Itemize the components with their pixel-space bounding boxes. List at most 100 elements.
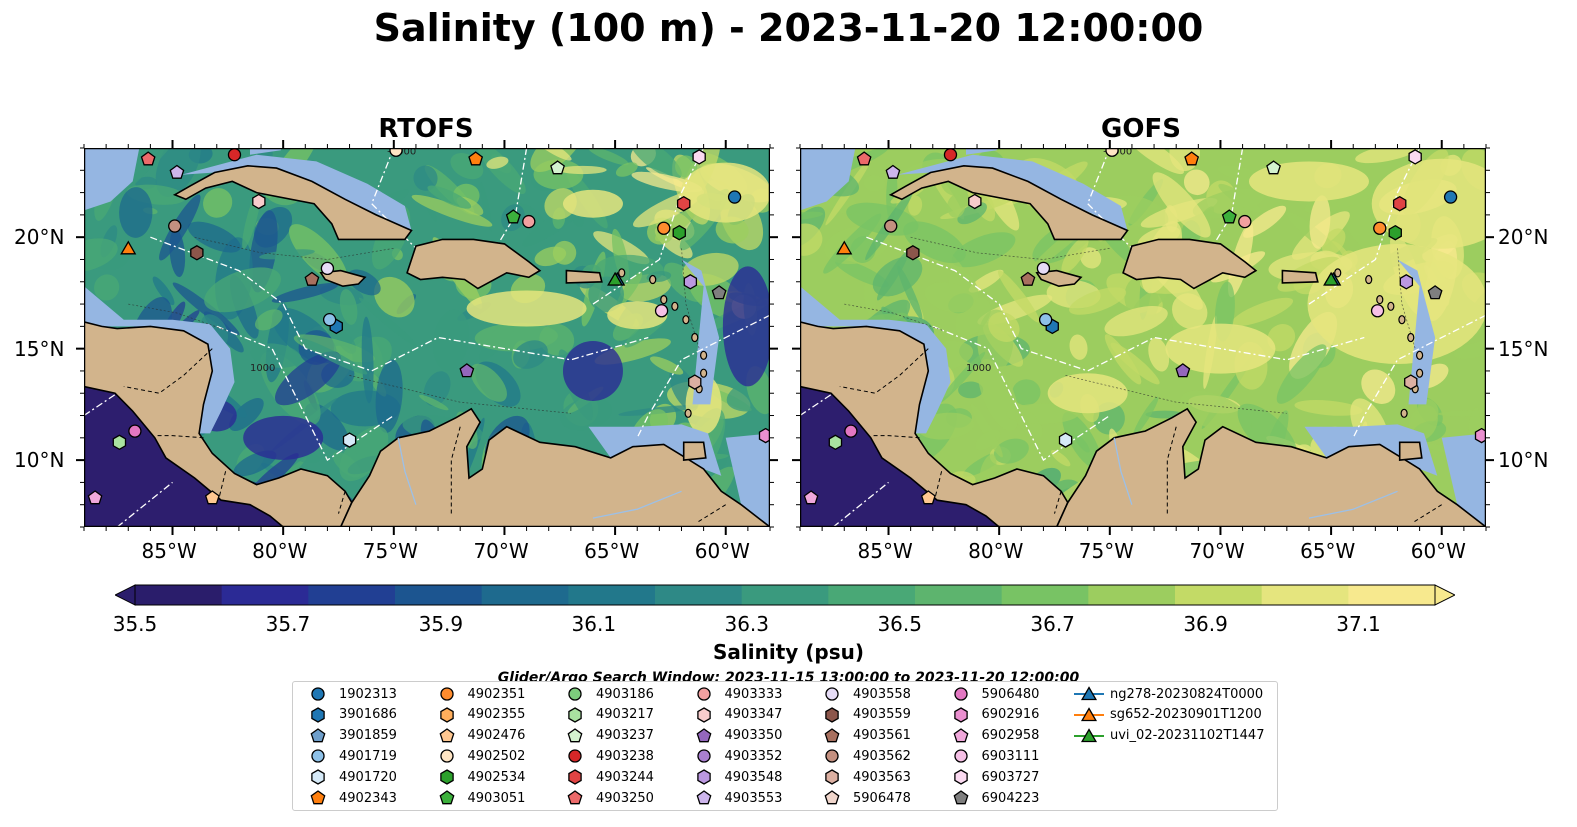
float-marker-4903217: [828, 434, 843, 451]
legend-label: 4903244: [596, 769, 654, 785]
legend-symbol: [311, 749, 325, 764]
lon-tick-label: 75°W: [1078, 539, 1135, 563]
eez-boundary: [1352, 314, 1486, 439]
salinity-patch: [423, 371, 451, 407]
float-marker-4901720: [1058, 432, 1073, 448]
float-marker-4902343: [468, 151, 484, 166]
legend-marker-pentagon-icon: [310, 790, 326, 805]
gofs-map: 1000-1000: [800, 148, 1486, 527]
legend-label: 4903238: [596, 748, 654, 764]
legend-symbol: [696, 749, 711, 764]
salinity-patch: [800, 223, 823, 256]
land-south-america: [1055, 407, 1486, 527]
colorbar-tick-label: 35.5: [112, 612, 158, 636]
colorbar-segment: [308, 585, 396, 605]
legend-label: 4902351: [467, 686, 526, 702]
legend-label: 5906480: [981, 686, 1040, 702]
salinity-patch: [1012, 379, 1041, 406]
legend-symbol: [953, 749, 968, 764]
salinity-patch: [1104, 306, 1168, 337]
legend-item: 4903217: [560, 705, 654, 725]
legend-symbol: [439, 707, 454, 723]
legend-label: 4903186: [596, 686, 654, 702]
legend-item: 6903111: [946, 746, 1039, 766]
legend-marker-hexagon-icon: [953, 707, 968, 723]
legend-label: 4903217: [596, 707, 654, 723]
salinity-patch: [339, 426, 389, 482]
float-marker-6902958: [87, 490, 103, 505]
salinity-patch: [172, 282, 240, 336]
legend-marker-hexagon-icon: [311, 769, 325, 785]
colorbar-segment: [395, 585, 483, 605]
island: [691, 332, 699, 343]
river: [1308, 490, 1398, 519]
colorbar-segment: [1088, 585, 1176, 605]
salinity-patch: [957, 202, 988, 225]
salinity-patch: [1294, 400, 1363, 416]
legend-label: 4903561: [853, 728, 911, 744]
legend-item: 4902355: [432, 705, 525, 725]
colorbar-segment: [221, 585, 309, 605]
colorbar-tick-label: 36.1: [571, 612, 617, 636]
legend-marker-hexagon-icon: [311, 707, 325, 723]
land-south-america: [339, 407, 770, 527]
salinity-patch: [1006, 403, 1080, 424]
colorbar-tick-label: 36.9: [1183, 612, 1228, 636]
float-marker-6902916: [758, 427, 770, 444]
float-marker-6903111: [1370, 304, 1385, 318]
float-marker-4901719: [1038, 312, 1053, 327]
salinity-patch: [877, 250, 909, 301]
high-salinity-patch: [1371, 158, 1486, 249]
legend-label: 4903558: [853, 686, 911, 702]
colorbar-segment: [1348, 585, 1436, 605]
legend-marker-pentagon-icon: [439, 790, 454, 805]
float-marker-6902958: [803, 490, 819, 505]
island: [682, 315, 690, 325]
float-marker-4903559: [906, 245, 920, 261]
legend-item: 6903727: [946, 767, 1039, 787]
float-marker-4903333: [522, 214, 536, 229]
legend-item: sg652-20230901T1200: [1074, 705, 1262, 725]
salinity-patch: [152, 276, 175, 306]
legend-item: 4903553: [689, 788, 782, 808]
legend-item: 4903559: [817, 705, 911, 725]
salinity-patch: [204, 267, 281, 313]
island: [1407, 332, 1415, 343]
shelf-area: [588, 424, 722, 476]
legend-symbol: [696, 790, 711, 805]
rtofs-map-body: 1000-1000: [84, 148, 770, 527]
salinity-patch: [800, 211, 824, 221]
island: [660, 295, 668, 305]
salinity-patch: [1218, 183, 1261, 213]
colorbar-tick-label: 35.7: [265, 612, 311, 636]
colorbar-segment: [741, 585, 829, 605]
legend-label: 4901719: [339, 748, 397, 764]
legend-symbol: [567, 727, 583, 742]
legend-label: 3901859: [339, 728, 397, 744]
high-salinity-patch: [1047, 373, 1128, 414]
salinity-patch: [970, 403, 1003, 458]
salinity-patch: [293, 334, 375, 363]
colorbar-tick-label: 36.7: [1030, 612, 1075, 636]
high-salinity-patch: [607, 301, 668, 330]
salinity-patch: [1061, 236, 1089, 274]
float-marker-4903347: [968, 193, 982, 210]
eez-boundary: [592, 148, 705, 305]
colorbar: [115, 584, 1455, 606]
float-marker-4901720: [342, 432, 357, 448]
legend-marker-hexagon-icon: [696, 707, 711, 723]
land-trinidad: [682, 441, 707, 461]
legend-symbol: [567, 790, 583, 805]
eez-boundary: [832, 481, 889, 527]
shelf-area: [1397, 259, 1436, 405]
land-hispaniola: [406, 238, 542, 290]
legend-symbol: [696, 769, 711, 785]
salinity-patch: [1183, 169, 1210, 196]
float-marker-6904223: [711, 285, 727, 300]
lat-tick-label: 10°N: [1498, 448, 1549, 473]
salinity-patch: [630, 148, 682, 179]
legend-marker-triangle-line-icon: [1074, 686, 1104, 701]
legend-marker-circle-icon: [311, 687, 325, 701]
island: [1365, 274, 1373, 285]
